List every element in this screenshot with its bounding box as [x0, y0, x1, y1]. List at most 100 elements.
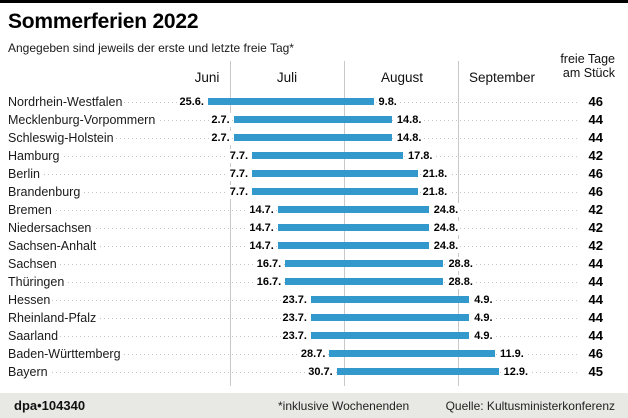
holiday-bar [277, 224, 429, 231]
end-date-label: 24.8. [431, 203, 461, 217]
days-value: 44 [586, 292, 605, 307]
holiday-bar [310, 314, 470, 321]
holiday-bar [285, 278, 444, 285]
table-row: Schleswig-Holstein 2.7. 14.8. 44 [0, 129, 628, 147]
table-row: Rheinland-Pfalz 23.7. 4.9. 44 [0, 309, 628, 327]
holiday-bar [252, 152, 403, 159]
end-date-label: 17.8. [405, 149, 435, 163]
start-date-label: 28.7. [298, 347, 328, 361]
start-date-label: 16.7. [254, 257, 284, 271]
days-value: 42 [586, 238, 605, 253]
end-date-label: 28.8. [446, 257, 475, 271]
table-row: Hamburg 7.7. 17.8. 42 [0, 147, 628, 165]
start-date-label: 14.7. [247, 239, 276, 253]
state-label: Nordrhein-Westfalen [6, 95, 125, 109]
days-value: 44 [586, 274, 605, 289]
start-date-label: 25.6. [177, 95, 206, 109]
end-date-label: 14.8. [394, 113, 424, 127]
table-row: Baden-Württemberg 28.7. 11.9. 46 [0, 345, 628, 363]
holiday-bar [207, 98, 374, 105]
end-date-label: 4.9. [472, 329, 495, 343]
table-row: Sachsen 16.7. 28.8. 44 [0, 255, 628, 273]
state-label: Schleswig-Holstein [6, 131, 116, 145]
start-date-label: 16.7. [254, 275, 284, 289]
holiday-bar [329, 350, 495, 357]
start-date-label: 7.7. [227, 185, 251, 199]
state-label: Rheinland-Pfalz [6, 311, 99, 325]
start-date-label: 23.7. [280, 311, 309, 325]
start-date-label: 14.7. [247, 203, 276, 217]
holiday-bar [310, 296, 470, 303]
source-credit: Quelle: Kultusministerkonferenz [445, 399, 615, 413]
table-row: Hessen 23.7. 4.9. 44 [0, 291, 628, 309]
holiday-bar [285, 260, 444, 267]
days-value: 42 [586, 148, 605, 163]
holiday-bar [252, 188, 418, 195]
days-value: 44 [586, 130, 605, 145]
value-column-header-line1: freie Tage [560, 52, 615, 66]
value-column-header: freie Tage am Stück [560, 52, 615, 80]
footnote: *inklusive Wochenenden [278, 399, 410, 413]
days-value: 42 [586, 202, 605, 217]
page-title: Sommerferien 2022 [8, 10, 199, 33]
month-label: August [380, 70, 424, 85]
month-label: September [468, 70, 536, 85]
days-value: 46 [586, 94, 605, 109]
value-column-header-line2: am Stück [562, 66, 615, 80]
start-date-label: 2.7. [209, 113, 232, 127]
table-row: Mecklenburg-Vorpommern 2.7. 14.8. 44 [0, 111, 628, 129]
days-value: 44 [586, 256, 605, 271]
state-label: Baden-Württemberg [6, 347, 123, 361]
end-date-label: 4.9. [472, 311, 495, 325]
days-value: 46 [586, 184, 605, 199]
month-label: Juni [194, 70, 220, 85]
table-row: Bremen 14.7. 24.8. 42 [0, 201, 628, 219]
state-label: Bayern [6, 365, 50, 379]
end-date-label: 21.8. [420, 167, 450, 181]
top-rule [0, 0, 628, 3]
start-date-label: 14.7. [247, 221, 276, 235]
table-row: Brandenburg 7.7. 21.8. 46 [0, 183, 628, 201]
dpa-credit: dpa•104340 [14, 398, 86, 413]
month-label: Juli [276, 70, 298, 85]
state-label: Niedersachsen [6, 221, 94, 235]
table-row: Berlin 7.7. 21.8. 46 [0, 165, 628, 183]
end-date-label: 28.8. [446, 275, 475, 289]
holiday-bar [336, 368, 499, 375]
state-label: Berlin [6, 167, 42, 181]
table-row: Thüringen 16.7. 28.8. 44 [0, 273, 628, 291]
start-date-label: 23.7. [280, 293, 309, 307]
end-date-label: 9.8. [376, 95, 399, 109]
table-row: Niedersachsen 14.7. 24.8. 42 [0, 219, 628, 237]
chart-subtitle: Angegeben sind jeweils der erste und let… [8, 41, 294, 55]
holiday-bar [277, 206, 429, 213]
days-value: 44 [586, 112, 605, 127]
days-value: 44 [586, 328, 605, 343]
state-label: Thüringen [6, 275, 67, 289]
end-date-label: 14.8. [394, 131, 424, 145]
state-label: Brandenburg [6, 185, 83, 199]
end-date-label: 24.8. [431, 239, 461, 253]
table-row: Sachsen-Anhalt 14.7. 24.8. 42 [0, 237, 628, 255]
holiday-bar [310, 332, 470, 339]
row-leader-dots [8, 354, 578, 355]
state-label: Saarland [6, 329, 61, 343]
month-gridline [229, 61, 231, 386]
days-value: 46 [586, 346, 605, 361]
holiday-bar [277, 242, 429, 249]
end-date-label: 11.9. [497, 347, 526, 361]
days-value: 46 [586, 166, 605, 181]
footer-bar: dpa•104340 *inklusive Wochenenden Quelle… [0, 393, 628, 418]
end-date-label: 4.9. [472, 293, 495, 307]
end-date-label: 21.8. [420, 185, 450, 199]
holiday-bar [252, 170, 418, 177]
start-date-label: 7.7. [227, 149, 251, 163]
state-label: Hessen [6, 293, 53, 307]
days-value: 44 [586, 310, 605, 325]
start-date-label: 2.7. [209, 131, 232, 145]
table-row: Nordrhein-Westfalen 25.6. 9.8. 46 [0, 93, 628, 111]
holiday-bar [233, 134, 392, 141]
state-label: Mecklenburg-Vorpommern [6, 113, 158, 127]
days-value: 42 [586, 220, 605, 235]
